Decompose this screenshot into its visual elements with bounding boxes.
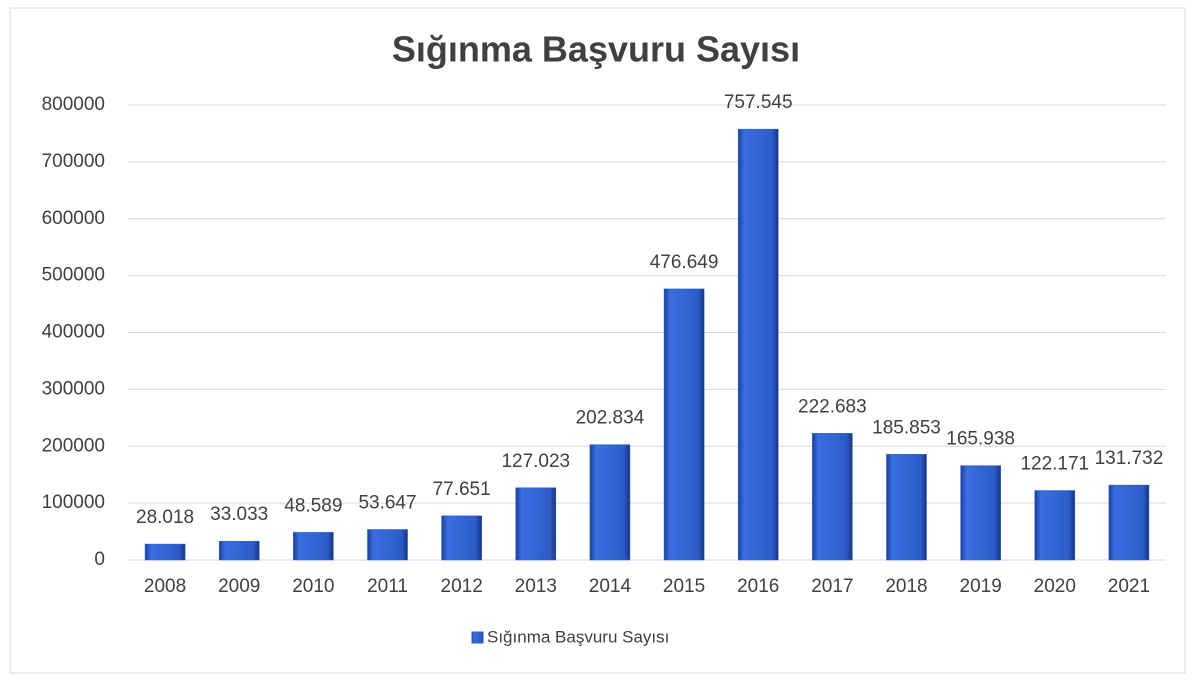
x-tick-label: 2020 — [1034, 576, 1076, 597]
x-tick-label: 2014 — [589, 576, 632, 597]
bar — [886, 454, 927, 561]
bar — [515, 487, 557, 561]
value-label: 127.023 — [501, 451, 570, 472]
bar — [367, 529, 408, 561]
bar — [144, 543, 186, 561]
x-tick-label: 2021 — [1108, 576, 1150, 597]
x-tick-label: 2017 — [811, 576, 853, 597]
y-tick-label: 500000 — [42, 265, 105, 286]
value-label: 53.647 — [358, 493, 416, 514]
value-label: 757.545 — [724, 92, 793, 113]
value-label: 77.651 — [433, 479, 491, 500]
x-tick-label: 2015 — [663, 576, 705, 597]
x-tick-label: 2016 — [737, 576, 779, 597]
y-tick-label: 400000 — [42, 322, 105, 343]
x-tick-label: 2011 — [367, 576, 408, 597]
y-tick-label: 700000 — [42, 151, 105, 172]
chart-title: Sığınma Başvuru Sayısı — [392, 29, 800, 70]
y-tick-label: 800000 — [42, 94, 105, 115]
x-tick-label: 2008 — [144, 576, 186, 597]
legend-swatch — [471, 631, 484, 644]
x-tick-label: 2010 — [292, 576, 334, 597]
chart-frame — [9, 7, 1186, 674]
bar — [218, 540, 260, 561]
bar — [1034, 490, 1076, 561]
y-tick-label: 600000 — [42, 208, 105, 229]
legend-label: Sığınma Başvuru Sayısı — [487, 627, 669, 646]
value-label: 122.171 — [1020, 454, 1089, 475]
x-tick-label: 2012 — [441, 576, 483, 597]
bar — [812, 433, 853, 561]
value-label: 131.732 — [1095, 448, 1164, 469]
value-label: 165.938 — [946, 429, 1015, 450]
x-tick-label: 2009 — [218, 576, 260, 597]
y-tick-label: 100000 — [42, 492, 105, 513]
value-label: 28.018 — [136, 507, 194, 528]
value-label: 202.834 — [576, 408, 645, 429]
x-tick-label: 2013 — [515, 576, 557, 597]
x-tick-label: 2019 — [960, 576, 1002, 597]
y-tick-label: 300000 — [42, 378, 105, 399]
value-label: 185.853 — [872, 417, 941, 438]
value-label: 476.649 — [650, 252, 719, 273]
bar — [441, 515, 482, 561]
bar — [589, 444, 631, 561]
value-label: 222.683 — [798, 396, 867, 417]
y-tick-label: 200000 — [42, 435, 105, 456]
y-tick-label: 0 — [94, 549, 105, 570]
x-tick-label: 2018 — [885, 576, 927, 597]
bar — [663, 288, 705, 561]
value-label: 33.033 — [210, 504, 268, 525]
value-label: 48.589 — [284, 495, 342, 516]
bar — [293, 532, 334, 561]
bar — [737, 128, 779, 561]
bar — [960, 465, 1001, 561]
bar — [1108, 484, 1150, 561]
